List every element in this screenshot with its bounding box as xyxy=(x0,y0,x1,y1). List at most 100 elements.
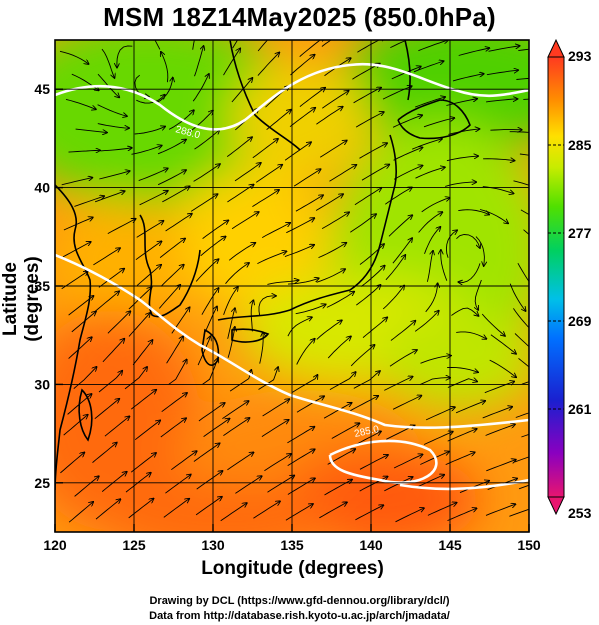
streamline xyxy=(222,401,248,419)
streamline xyxy=(134,420,160,441)
streamline xyxy=(71,312,96,333)
streamline xyxy=(161,52,169,83)
streamline xyxy=(412,139,442,150)
streamline xyxy=(255,165,282,183)
colorbar-label: 261 xyxy=(568,401,592,417)
streamline xyxy=(101,472,127,492)
streamline xyxy=(389,350,417,367)
streamline xyxy=(165,214,192,232)
streamline xyxy=(231,212,259,230)
streamline xyxy=(128,313,150,337)
graticule xyxy=(55,40,529,532)
streamline xyxy=(484,382,514,394)
streamline xyxy=(520,209,529,216)
streamline xyxy=(446,99,477,106)
streamline xyxy=(195,497,222,516)
streamline xyxy=(418,40,448,52)
temperature-contours xyxy=(55,62,529,491)
streamline xyxy=(285,504,313,521)
coastline-china xyxy=(55,184,92,491)
streamline xyxy=(424,227,441,254)
streamline xyxy=(295,195,323,212)
streamline xyxy=(323,403,352,419)
y-axis-label: Latitude (degrees) xyxy=(0,256,43,342)
streamline xyxy=(160,418,186,438)
streamline xyxy=(393,166,422,180)
streamline xyxy=(331,423,360,439)
streamline xyxy=(452,74,484,82)
streamline xyxy=(171,451,196,471)
streamline xyxy=(420,356,451,364)
streamline xyxy=(61,178,93,186)
streamline xyxy=(68,150,100,152)
streamline xyxy=(327,336,351,359)
streamline xyxy=(62,242,91,258)
contour-south xyxy=(328,439,438,484)
streamline xyxy=(322,91,348,109)
streamline xyxy=(517,262,529,283)
streamline xyxy=(163,499,189,518)
streamline xyxy=(324,480,353,496)
streamline xyxy=(514,333,529,348)
streamline xyxy=(458,263,481,282)
streamline xyxy=(128,287,152,310)
streamline xyxy=(253,501,280,519)
streamline xyxy=(359,455,388,470)
coastline-hokkaido xyxy=(397,99,471,140)
streamline xyxy=(490,130,521,131)
streamline xyxy=(509,508,529,517)
streamline xyxy=(296,339,315,365)
streamline xyxy=(458,48,490,56)
streamline xyxy=(488,46,520,52)
streamline xyxy=(156,78,173,104)
streamline xyxy=(299,88,325,107)
streamline xyxy=(319,141,347,158)
streamline xyxy=(515,412,529,418)
streamline xyxy=(441,250,448,281)
streamline xyxy=(395,508,424,523)
streamline xyxy=(225,263,250,284)
streamline xyxy=(486,70,518,76)
streamline xyxy=(101,48,115,78)
streamline xyxy=(227,308,235,339)
streamline xyxy=(329,372,356,390)
coastline-japan-shikoku xyxy=(231,328,270,343)
streamline xyxy=(362,317,387,338)
streamline xyxy=(117,45,133,68)
streamline xyxy=(284,245,314,258)
streamline xyxy=(95,499,120,520)
streamline xyxy=(138,168,168,182)
streamline xyxy=(521,381,529,385)
streamline xyxy=(136,221,164,238)
streamline xyxy=(130,453,156,473)
streamline xyxy=(231,78,253,103)
streamline xyxy=(384,377,412,391)
streamline xyxy=(160,265,184,287)
streamline xyxy=(426,251,433,282)
streamline xyxy=(350,396,378,412)
streamline xyxy=(157,170,186,186)
streamline xyxy=(316,107,342,125)
streamline xyxy=(252,139,278,159)
streamline xyxy=(509,283,525,311)
contour-north xyxy=(55,62,529,131)
streamline xyxy=(518,484,529,490)
x-axis-label: Longitude (degrees) xyxy=(201,558,384,579)
streamline xyxy=(165,475,190,494)
streamline xyxy=(393,148,423,161)
streamline xyxy=(131,146,162,155)
colorbar-label: 277 xyxy=(568,225,592,241)
streamline xyxy=(287,317,312,337)
streamline xyxy=(316,320,342,340)
streamline xyxy=(194,46,204,77)
x-tick-label: 145 xyxy=(438,537,462,553)
streamline xyxy=(287,278,319,285)
streamline xyxy=(192,74,209,102)
streamline xyxy=(262,399,290,417)
streamline xyxy=(350,345,374,367)
streamline xyxy=(74,196,104,207)
streamline xyxy=(234,163,261,182)
streamline xyxy=(423,432,453,445)
streamline xyxy=(136,95,164,104)
